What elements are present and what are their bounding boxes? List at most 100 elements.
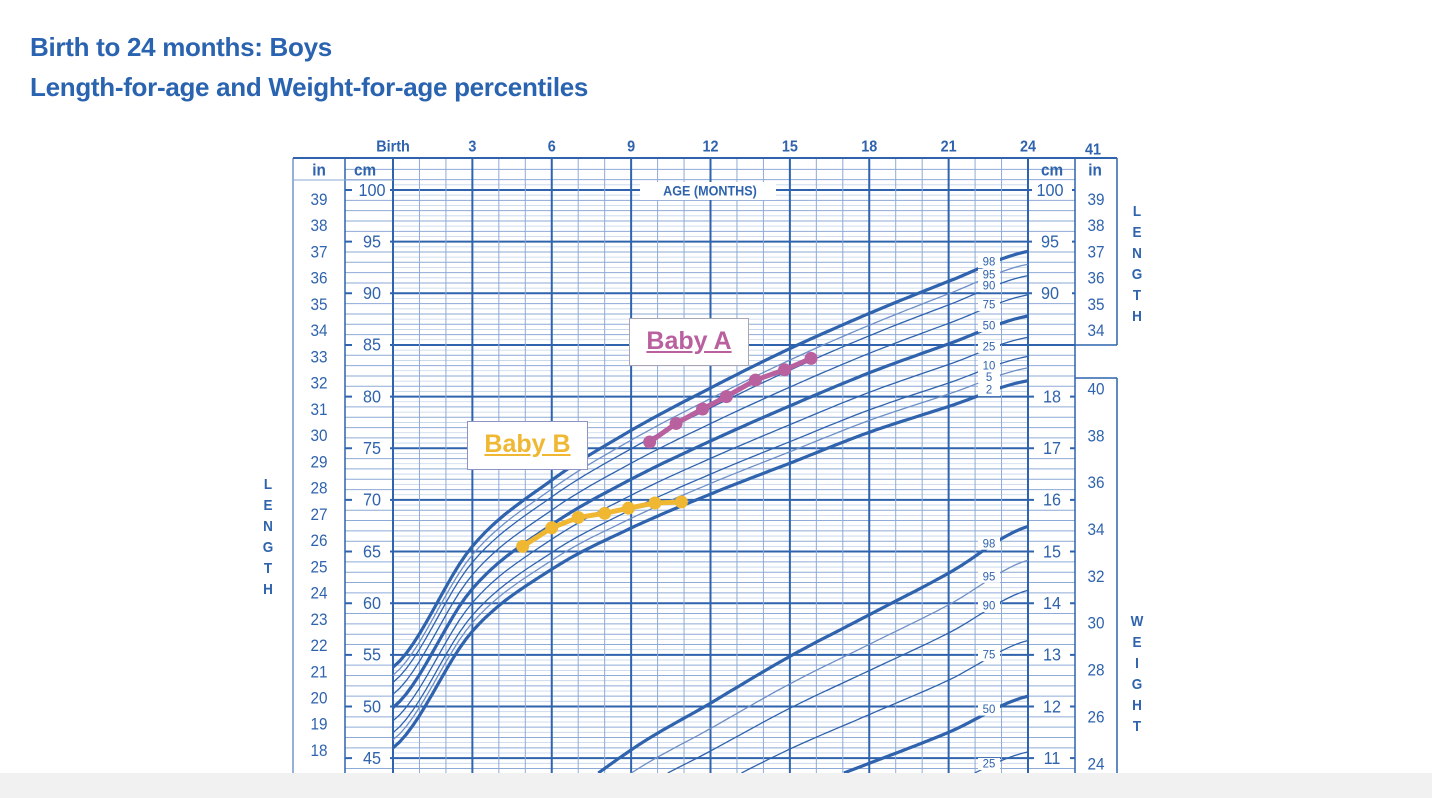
- length-percentile-label-90: 90: [983, 280, 996, 293]
- bottom-strip: [0, 773, 1432, 798]
- length-percentile-label-10: 10: [983, 359, 996, 372]
- weight-percentile-label-95: 95: [983, 570, 996, 583]
- tick-bg: [352, 697, 390, 716]
- tick-bg: [1034, 594, 1070, 613]
- cm-tick-left: 85: [363, 335, 381, 355]
- in-tick-left: 37: [310, 243, 327, 262]
- length-curve-p10: [392, 355, 1029, 734]
- kg-tick: 15: [1043, 542, 1061, 562]
- x-tick-label: 12: [702, 138, 718, 156]
- in-tick-right: 39: [1087, 190, 1104, 209]
- weight-label-bg: [978, 570, 1000, 583]
- in-tick-left: 21: [310, 663, 327, 682]
- length-label-right: T: [1133, 288, 1142, 305]
- tick-bg: [304, 531, 334, 550]
- unit-in-left: in: [312, 161, 326, 180]
- chart-title-line2: Length-for-age and Weight-for-age percen…: [30, 72, 589, 102]
- tick-bg: [352, 439, 390, 458]
- length-curve-p50: [391, 314, 1029, 709]
- in-tick-left: 30: [310, 426, 327, 445]
- data-point-baby-b: [516, 539, 530, 553]
- tick-bg: [1082, 380, 1112, 399]
- tick-bg: [1082, 614, 1112, 633]
- kg-tick: 18: [1043, 387, 1061, 407]
- lb-tick: 28: [1087, 661, 1104, 680]
- weight-label-right: T: [1133, 719, 1142, 736]
- tick-bg: [1034, 645, 1070, 664]
- x-tick-label: 21: [941, 138, 958, 156]
- length-label-left: L: [264, 477, 273, 494]
- cm-tick-left: 55: [363, 645, 381, 665]
- in-tick-left: 18: [310, 741, 327, 760]
- tick-bg: [304, 295, 334, 314]
- in-tick-left: 19: [310, 715, 327, 734]
- lb-tick: 24: [1087, 755, 1104, 774]
- cm-tick-left: 60: [363, 593, 381, 613]
- tick-bg: [1034, 387, 1070, 406]
- weight-percentile-label-98: 98: [983, 537, 996, 550]
- cm-tick-left: 100: [358, 180, 385, 200]
- tick-bg: [352, 232, 390, 251]
- cm-tick-right: 95: [1041, 232, 1059, 252]
- in-tick-left: 24: [310, 584, 327, 603]
- cm-tick-left: 90: [363, 283, 381, 303]
- tick-bg: [1034, 749, 1070, 768]
- tick-bg: [1082, 243, 1112, 262]
- tick-bg: [1082, 427, 1112, 446]
- length-curve-p5: [392, 367, 1029, 741]
- in-tick-left: 32: [310, 374, 327, 393]
- tick-bg: [352, 387, 390, 406]
- x-tick-label: 24: [1020, 138, 1037, 156]
- tick-bg: [352, 284, 390, 303]
- cm-tick-right: 90: [1041, 283, 1059, 303]
- tick-bg: [304, 715, 334, 734]
- unit-cm-right: cm: [1041, 161, 1063, 180]
- x-tick-label: 6: [548, 138, 556, 156]
- data-point-baby-b: [545, 521, 559, 535]
- weight-label-bg: [978, 600, 1000, 613]
- data-point-baby-a: [643, 435, 657, 449]
- in-tick-left: 35: [310, 295, 327, 314]
- kg-tick: 12: [1043, 697, 1061, 717]
- kg-tick: 16: [1043, 490, 1061, 510]
- tick-bg: [1034, 697, 1070, 716]
- cm-tick-right: 100: [1036, 180, 1063, 200]
- weight-percentile-label-50: 50: [983, 703, 996, 716]
- length-label-right: G: [1132, 267, 1142, 284]
- tick-bg: [1082, 321, 1112, 340]
- length-curve-p90: [392, 274, 1029, 683]
- lb-tick: 30: [1087, 614, 1104, 633]
- lb-tick: 34: [1087, 520, 1104, 539]
- kg-tick: 17: [1043, 438, 1061, 458]
- data-point-baby-a: [748, 373, 762, 387]
- weight-label-right: H: [1132, 698, 1142, 715]
- data-point-baby-a: [804, 351, 818, 365]
- tick-bg: [1082, 708, 1112, 727]
- in-tick-left: 29: [310, 453, 327, 472]
- baby-b-label: Baby B: [467, 421, 588, 470]
- cm-tick-left: 70: [363, 490, 381, 510]
- in-tick-right: 34: [1087, 321, 1104, 340]
- data-point-baby-a: [778, 363, 792, 377]
- length-label-bg: [978, 320, 1000, 333]
- data-point-baby-b: [621, 501, 635, 515]
- in-tick-right: 36: [1087, 269, 1104, 288]
- tick-bg: [1032, 284, 1072, 303]
- tick-bg: [1032, 181, 1072, 199]
- in-tick-left: 22: [310, 636, 327, 655]
- data-point-baby-a: [669, 416, 683, 430]
- length-label-left: N: [263, 519, 273, 536]
- data-point-baby-a: [719, 390, 733, 404]
- frame-gap: [1077, 346, 1117, 377]
- x-tick-label: Birth: [376, 138, 410, 156]
- in-tick-right: 38: [1087, 216, 1104, 235]
- x-tick-label: 9: [627, 138, 635, 156]
- tick-bg: [304, 321, 334, 340]
- tick-bg: [1082, 295, 1112, 314]
- weight-curve-p90: [667, 589, 1029, 774]
- lb-tick: 26: [1087, 708, 1104, 727]
- unit-cm-left: cm: [354, 161, 376, 180]
- weight-label-right: E: [1132, 635, 1141, 652]
- in-tick-left: 25: [310, 558, 327, 577]
- tick-bg: [304, 584, 334, 603]
